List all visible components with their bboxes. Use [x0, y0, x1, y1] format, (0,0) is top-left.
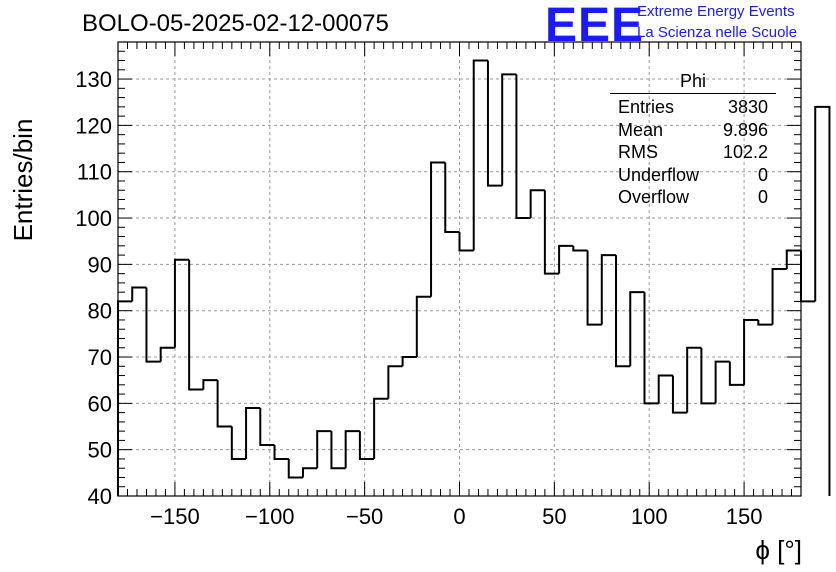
histogram-bin [216, 380, 232, 428]
histogram-bin [117, 300, 133, 496]
stats-box: Phi Entries 3830 Mean 9.896 RMS 102.2 Un… [610, 71, 776, 209]
histogram-bin [543, 190, 560, 275]
histogram-bin [401, 356, 417, 367]
histogram-bin [415, 295, 432, 358]
stats-label: Overflow [618, 187, 690, 207]
histogram-bin [800, 250, 816, 303]
histogram-bin [472, 59, 488, 251]
y-tick-label: 90 [88, 252, 112, 277]
stats-label: Entries [618, 97, 675, 117]
stats-row-overflow: Overflow 0 [610, 186, 776, 209]
stats-row-underflow: Underflow 0 [610, 164, 776, 187]
y-tick-label: 80 [88, 299, 112, 324]
axis-ticks [118, 41, 802, 497]
histogram-bin [657, 374, 673, 404]
x-tick-label: −150 [150, 504, 200, 529]
histogram-bin [173, 258, 190, 348]
histogram-bin [501, 73, 517, 186]
histogram-bars [117, 59, 831, 496]
x-tick-label: 100 [631, 504, 668, 529]
histogram-bin [757, 319, 773, 326]
histogram-bin [785, 249, 801, 269]
histogram-bin [287, 458, 303, 479]
x-tick-label: 50 [542, 504, 566, 529]
histogram-bin [159, 346, 175, 362]
stats-label: Underflow [618, 164, 700, 185]
histogram-bin [771, 268, 787, 325]
y-tick-label: 60 [88, 391, 112, 416]
histogram-bin [202, 379, 218, 390]
histogram-bin [316, 430, 332, 469]
y-tick-label: 70 [88, 345, 112, 370]
stats-label: RMS [618, 142, 658, 162]
x-tick-label: −50 [346, 504, 383, 529]
histogram-bin [529, 189, 545, 219]
y-tick-label: 50 [88, 438, 112, 463]
x-tick-label: 150 [726, 504, 763, 529]
eee-logo: EEE [545, 0, 645, 52]
histogram-bin [301, 467, 318, 478]
histogram-bin [643, 292, 659, 405]
histogram-bin [728, 361, 745, 386]
histogram-bin [515, 74, 531, 220]
y-tick-label: 40 [88, 484, 112, 509]
x-axis-label: ϕ [°] [755, 535, 802, 565]
y-tick-label: 120 [75, 113, 112, 138]
stats-value: 9.896 [722, 119, 768, 140]
histogram-bin [458, 231, 474, 252]
y-tick-label: 110 [77, 160, 112, 185]
stats-value: 0 [757, 164, 768, 185]
stats-label: Mean [618, 119, 664, 140]
histogram-bin [671, 375, 688, 414]
y-axis-label: Entries/bin [8, 118, 38, 242]
histogram-bin [387, 365, 403, 399]
histogram-bin [586, 250, 602, 326]
chart-title: BOLO-05-2025-02-12-00075 [82, 10, 389, 37]
histogram-bin [558, 244, 574, 274]
histogram-bin [743, 318, 759, 385]
histogram-bin [330, 431, 346, 470]
histogram-bin [145, 287, 161, 363]
histogram-bin [259, 407, 275, 447]
histogram-bin [814, 105, 831, 496]
histogram-bin [430, 161, 446, 297]
x-tick-label: 0 [453, 504, 465, 529]
y-tick-label: 100 [75, 206, 112, 231]
histogram-bin [230, 426, 247, 460]
histogram-bin [700, 347, 716, 405]
histogram-bin [686, 346, 702, 413]
stats-row-mean: Mean 9.896 [610, 119, 776, 142]
histogram-bin [273, 445, 289, 460]
histogram-bin [358, 431, 375, 460]
histogram-bin [373, 397, 389, 459]
logo-line-1: Extreme Energy Events [637, 3, 795, 20]
histogram-bin [572, 245, 588, 252]
stats-row-rms: RMS 102.2 [610, 141, 776, 164]
histogram-bin [714, 360, 730, 404]
histogram-bin [615, 255, 631, 368]
stats-box-title: Phi [610, 71, 776, 94]
histogram-bin [131, 286, 147, 302]
tick-labels: −150 −100 −50 0 50 100 150 40 50 60 70 80 90 100 110 12… [75, 67, 762, 529]
histogram-bin [344, 430, 360, 469]
y-tick-label: 130 [75, 67, 112, 92]
stats-value: 102.2 [722, 142, 768, 162]
histogram-bin [444, 162, 460, 233]
histogram-bin [245, 406, 261, 459]
stats-value: 0 [757, 187, 768, 207]
stats-value: 3830 [727, 97, 768, 117]
logo-line-2: La Scienza nelle Scuole [637, 24, 798, 41]
histogram-bin [188, 259, 204, 391]
x-tick-label: −100 [245, 504, 295, 529]
grid-lines [118, 42, 801, 497]
stats-row-entries: Entries 3830 [610, 96, 776, 119]
histogram-bin [600, 254, 617, 325]
histogram-bin [629, 291, 645, 367]
histogram-bin [486, 60, 503, 187]
